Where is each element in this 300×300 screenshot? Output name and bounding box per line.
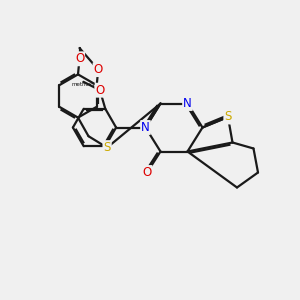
Text: O: O bbox=[142, 166, 152, 179]
Text: O: O bbox=[95, 84, 104, 97]
Text: O: O bbox=[75, 52, 84, 65]
Text: O: O bbox=[94, 63, 103, 76]
Text: N: N bbox=[183, 97, 192, 110]
Text: methoxy: methoxy bbox=[71, 82, 95, 87]
Text: S: S bbox=[224, 110, 232, 124]
Text: S: S bbox=[103, 141, 111, 154]
Text: N: N bbox=[141, 121, 150, 134]
